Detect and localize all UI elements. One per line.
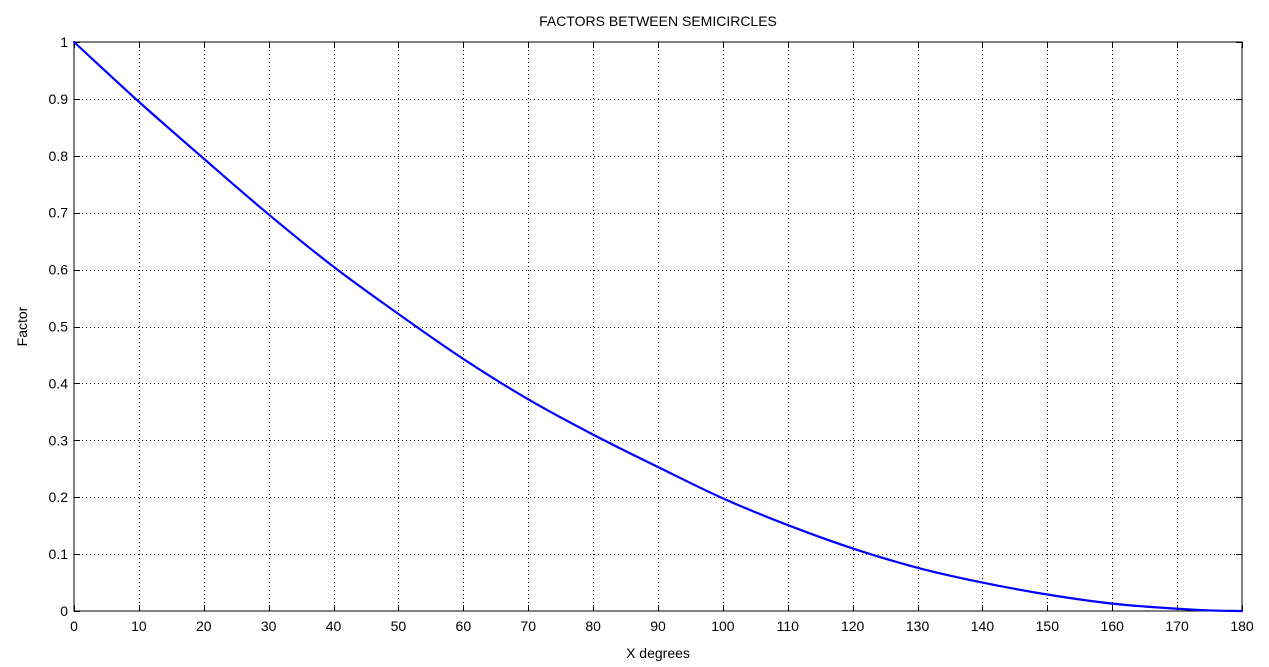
- x-tick-label: 160: [1101, 618, 1125, 634]
- x-tick-label: 140: [971, 618, 995, 634]
- chart-title: FACTORS BETWEEN SEMICIRCLES: [539, 13, 777, 29]
- x-axis-label: X degrees: [626, 645, 690, 661]
- y-tick-label: 0.7: [49, 205, 69, 221]
- x-tick-label: 60: [456, 618, 472, 634]
- series-layer: [72, 40, 1244, 613]
- x-tick-label: 40: [326, 618, 342, 634]
- series-line: [72, 40, 1244, 613]
- x-axis-tick-labels: 0 10 20 30 40 50 60 70 80 90 100 110 120 130 140 150 160…: [70, 618, 1254, 634]
- x-tick-label: 10: [131, 618, 147, 634]
- x-tick-label: 100: [711, 618, 735, 634]
- x-tick-label: 0: [70, 618, 78, 634]
- y-axis-label: Factor: [14, 306, 30, 346]
- y-tick-label: 0.4: [49, 375, 69, 391]
- y-tick-label: 1: [60, 34, 68, 50]
- y-tick-label: 0.8: [49, 148, 69, 164]
- x-tick-label: 90: [650, 618, 666, 634]
- y-tick-label: 0.9: [49, 91, 69, 107]
- x-tick-label: 30: [261, 618, 277, 634]
- x-tick-label: 180: [1230, 618, 1254, 634]
- x-tick-label: 70: [520, 618, 536, 634]
- x-tick-label: 150: [1036, 618, 1060, 634]
- y-tick-label: 0: [60, 603, 68, 619]
- y-axis-tick-labels: 0 0.1 0.2 0.3 0.4 0.5 0.6 0.7 0.8 0.9 1: [49, 34, 69, 619]
- y-tick-label: 0.2: [49, 489, 69, 505]
- y-tick-label: 0.6: [49, 262, 69, 278]
- y-tick-label: 0.5: [49, 319, 69, 335]
- x-tick-label: 80: [585, 618, 601, 634]
- grid-lines: [74, 42, 1242, 611]
- x-tick-label: 120: [841, 618, 865, 634]
- x-tick-label: 50: [391, 618, 407, 634]
- y-tick-label: 0.1: [49, 546, 69, 562]
- y-tick-label: 0.3: [49, 432, 69, 448]
- x-tick-label: 110: [777, 618, 800, 634]
- x-tick-label: 170: [1165, 618, 1189, 634]
- x-tick-label: 130: [906, 618, 930, 634]
- x-tick-label: 20: [196, 618, 212, 634]
